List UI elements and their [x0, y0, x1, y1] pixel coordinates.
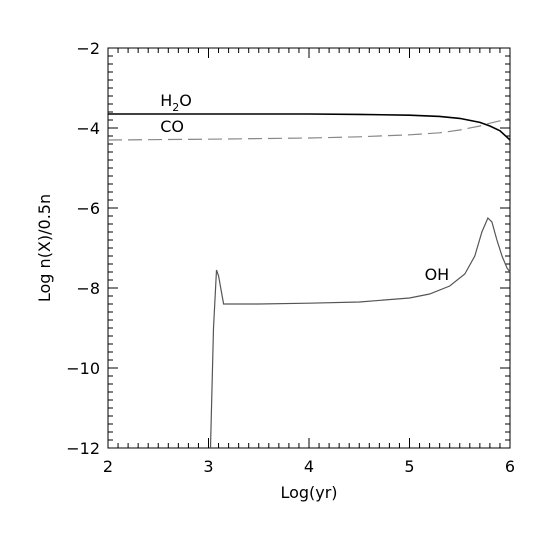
ticks: [107, 47, 511, 449]
series-label-oh: OH: [425, 265, 450, 284]
h2o-label-subscript: 2: [172, 101, 179, 114]
x-tick-label: 3: [203, 457, 213, 476]
h2o-label-h: H: [160, 91, 172, 110]
y-tick-label: −4: [76, 119, 100, 138]
series-line-co: [107, 117, 511, 141]
series-label-h2o: H2O: [160, 91, 192, 114]
series-line-h2o: [108, 113, 511, 141]
series-lines: [107, 113, 511, 449]
x-axis-label: Log(yr): [280, 483, 337, 502]
y-tick-label: −6: [76, 199, 100, 218]
x-tick-label: 6: [505, 457, 515, 476]
series-label-co: CO: [160, 117, 184, 136]
y-tick-label: −12: [66, 439, 100, 458]
h2o-label-o: O: [179, 91, 192, 110]
y-tick-label: −10: [66, 359, 100, 378]
x-tick-label: 4: [304, 457, 314, 476]
y-tick-label: −2: [76, 39, 100, 58]
y-axis-label: Log n(X)/0.5n: [35, 194, 54, 302]
x-tick-label: 5: [404, 457, 414, 476]
tick-labels: 2 3 4 5 6 −12 −10 −8 −6 −4 −2: [66, 39, 515, 476]
x-tick-label: 2: [103, 457, 113, 476]
y-tick-label: −8: [76, 279, 100, 298]
series-line-oh: [209, 216, 511, 449]
